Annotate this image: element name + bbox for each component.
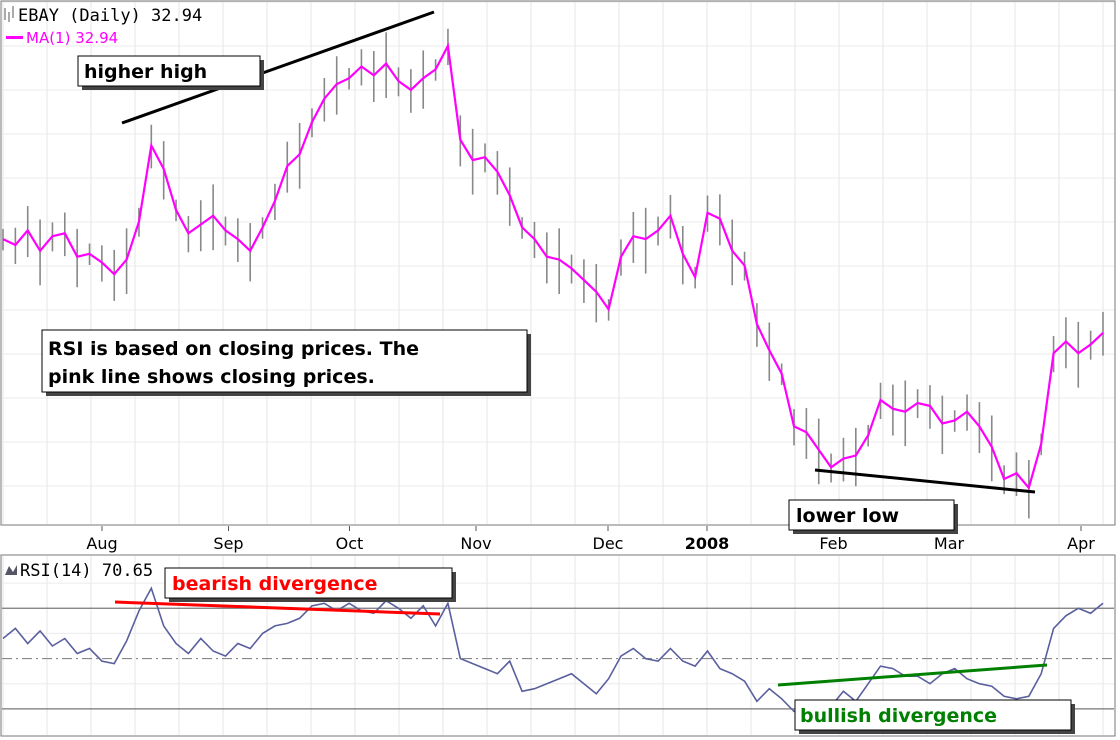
bullish-trendline [777,663,1048,687]
x-tick-label: Sep [213,534,243,553]
price-chart-icon [4,6,14,22]
price-chart-title: EBAY (Daily) 32.94 [18,6,202,26]
svg-text:RSI is based on closing prices: RSI is based on closing prices. The [48,338,419,360]
x-tick-label: Oct [336,534,364,553]
lower-low-trendline [814,468,1036,494]
bearish-trendline [114,600,441,616]
svg-text:higher high: higher high [84,61,207,83]
svg-text:bullish divergence: bullish divergence [800,705,997,727]
rsi-line [2,586,1104,715]
closing-price-line [2,42,1104,491]
x-tick-label: Aug [86,534,117,553]
bearish-divergence-callout: bearish divergence [164,567,456,602]
x-axis-ticks: Aug Sep Oct Nov Dec 2008 Feb Mar Apr [86,526,1095,553]
lower-low-callout: lower low [788,499,958,534]
rsi-icon [5,565,17,575]
svg-text:lower low: lower low [796,505,899,527]
x-tick-label: Feb [819,534,847,553]
bullish-divergence-callout: bullish divergence [794,699,1075,734]
price-gridlines [2,1,1114,531]
x-tick-label: Nov [460,534,491,553]
svg-text:pink line shows closing prices: pink line shows closing prices. [48,366,375,388]
x-tick-label: Mar [934,534,965,553]
ma-legend-swatch [6,36,23,39]
svg-text:bearish divergence: bearish divergence [172,573,378,595]
x-tick-label: Dec [593,534,624,553]
rsi-title: RSI(14) 70.65 [20,561,153,581]
higher-high-trendline [121,10,435,125]
ma-legend-label: MA(1) 32.94 [26,29,118,47]
x-tick-label: Apr [1067,534,1095,553]
rsi-note-callout: RSI is based on closing prices. The pink… [41,329,531,396]
x-tick-label: 2008 [685,534,730,553]
higher-high-callout: higher high [77,55,264,90]
